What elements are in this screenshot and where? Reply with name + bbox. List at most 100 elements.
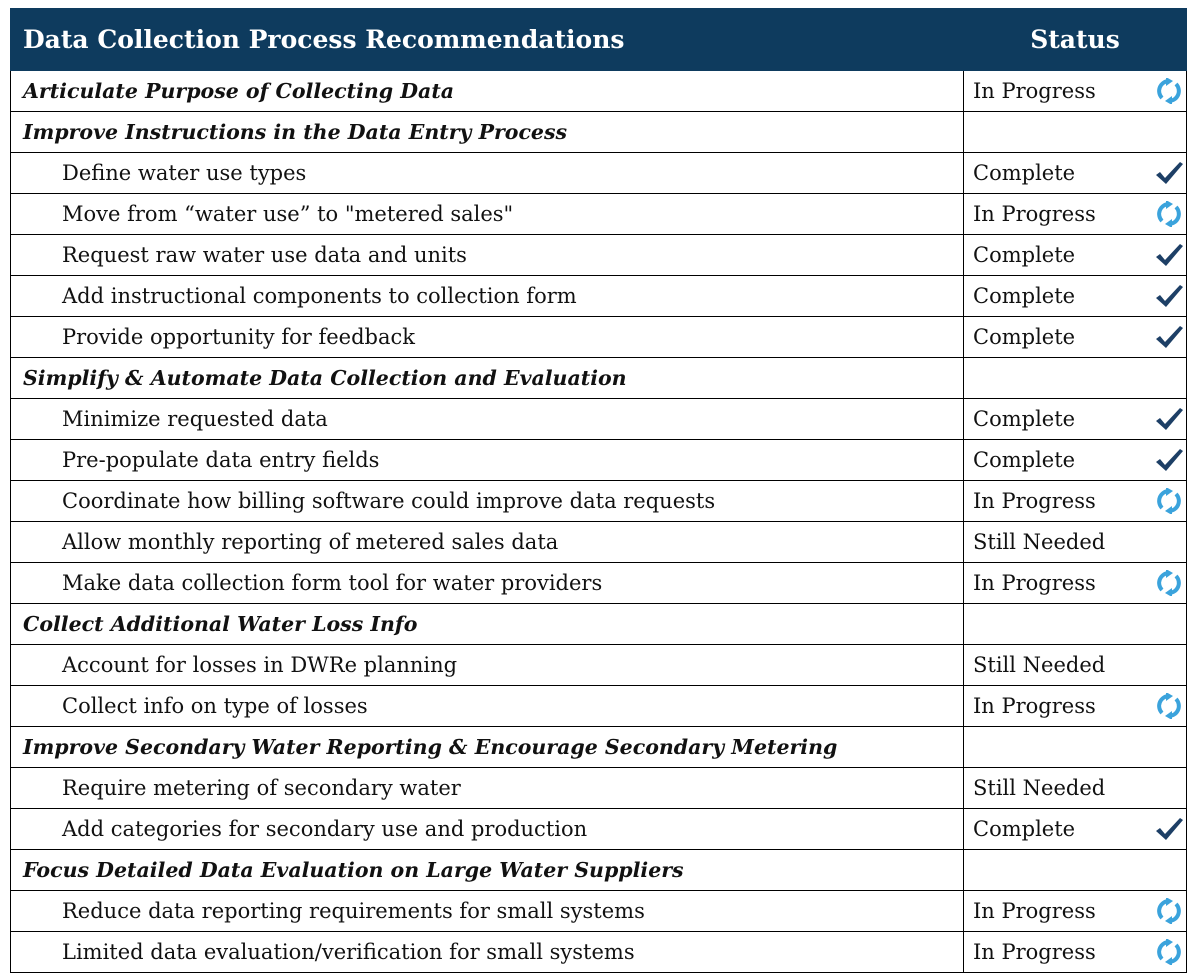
status-cell: In Progress	[963, 70, 1187, 112]
status-cell: In Progress	[963, 562, 1187, 604]
item-row: Minimize requested data Complete	[10, 398, 1187, 440]
refresh-icon	[1157, 78, 1181, 104]
status-cell	[963, 357, 1187, 399]
status-cell: In Progress	[963, 890, 1187, 932]
check-icon	[1156, 818, 1183, 840]
section-row: Improve Secondary Water Reporting & Enco…	[10, 726, 1187, 768]
item-row: Reduce data reporting requirements for s…	[10, 890, 1187, 932]
header-cell: Data Collection Process Recommendations	[10, 8, 964, 71]
item-label: Limited data evaluation/verification for…	[10, 931, 964, 973]
status-text: Complete	[973, 407, 1076, 431]
check-icon	[1156, 162, 1183, 184]
header-cell: Status	[963, 8, 1187, 71]
status-cell	[963, 603, 1187, 645]
header-row: Data Collection Process Recommendations …	[10, 8, 1187, 71]
status-text: Complete	[973, 243, 1076, 267]
check-icon	[1156, 408, 1183, 430]
status-text: Complete	[973, 161, 1076, 185]
refresh-icon	[1157, 201, 1181, 227]
status-cell: In Progress	[963, 193, 1187, 235]
status-text: Still Needed	[973, 530, 1106, 554]
item-label: Account for losses in DWRe planning	[10, 644, 964, 686]
item-label: Collect info on type of losses	[10, 685, 964, 727]
item-row: Add instructional components to collecti…	[10, 275, 1187, 317]
status-text: In Progress	[973, 202, 1096, 226]
status-cell: In Progress	[963, 480, 1187, 522]
item-row: Limited data evaluation/verification for…	[10, 931, 1187, 973]
item-label: Add categories for secondary use and pro…	[10, 808, 964, 850]
status-cell: In Progress	[963, 685, 1187, 727]
item-row: Add categories for secondary use and pro…	[10, 808, 1187, 850]
refresh-icon	[1157, 693, 1181, 719]
status-cell: Still Needed	[963, 767, 1187, 809]
check-icon	[1156, 244, 1183, 266]
status-text: In Progress	[973, 940, 1096, 964]
status-text: In Progress	[973, 79, 1096, 103]
status-cell: Still Needed	[963, 521, 1187, 563]
item-row: Collect info on type of losses In Progres…	[10, 685, 1187, 727]
item-row: Require metering of secondary water Still…	[10, 767, 1187, 809]
item-row: Coordinate how billing software could im…	[10, 480, 1187, 522]
status-text: Still Needed	[973, 653, 1106, 677]
section-row: Collect Additional Water Loss Info	[10, 603, 1187, 645]
section-row: Improve Instructions in the Data Entry P…	[10, 111, 1187, 153]
item-label: Move from “water use” to "metered sales"	[10, 193, 964, 235]
check-icon	[1156, 449, 1183, 471]
section-row: Simplify & Automate Data Collection and …	[10, 357, 1187, 399]
status-text: In Progress	[973, 489, 1096, 513]
item-label: Coordinate how billing software could im…	[10, 480, 964, 522]
refresh-icon	[1157, 570, 1181, 596]
item-label: Allow monthly reporting of metered sales…	[10, 521, 964, 563]
status-text: Still Needed	[973, 776, 1106, 800]
section-title: Focus Detailed Data Evaluation on Large …	[10, 849, 964, 891]
status-cell	[963, 111, 1187, 153]
status-cell	[963, 726, 1187, 768]
item-row: Provide opportunity for feedback Complete	[10, 316, 1187, 358]
section-title: Improve Secondary Water Reporting & Enco…	[10, 726, 964, 768]
refresh-icon	[1157, 488, 1181, 514]
item-row: Define water use types Complete	[10, 152, 1187, 194]
recommendations-table: Data Collection Process Recommendations …	[10, 8, 1187, 973]
item-row: Allow monthly reporting of metered sales…	[10, 521, 1187, 563]
status-cell: Complete	[963, 275, 1187, 317]
section-title: Articulate Purpose of Collecting Data	[10, 70, 964, 112]
refresh-icon	[1157, 939, 1181, 965]
status-cell: In Progress	[963, 931, 1187, 973]
status-cell	[963, 849, 1187, 891]
item-label: Pre-populate data entry fields	[10, 439, 964, 481]
table-body: Articulate Purpose of Collecting Data In …	[10, 70, 1187, 973]
item-row: Move from “water use” to "metered sales"…	[10, 193, 1187, 235]
refresh-icon	[1157, 898, 1181, 924]
section-row: Articulate Purpose of Collecting Data In …	[10, 70, 1187, 112]
status-text: In Progress	[973, 694, 1096, 718]
status-text: In Progress	[973, 571, 1096, 595]
status-cell: Still Needed	[963, 644, 1187, 686]
section-title: Improve Instructions in the Data Entry P…	[10, 111, 964, 153]
item-label: Minimize requested data	[10, 398, 964, 440]
item-row: Request raw water use data and units Comp…	[10, 234, 1187, 276]
status-cell: Complete	[963, 152, 1187, 194]
item-label: Define water use types	[10, 152, 964, 194]
status-cell: Complete	[963, 234, 1187, 276]
status-cell: Complete	[963, 316, 1187, 358]
status-text: Complete	[973, 817, 1076, 841]
check-icon	[1156, 326, 1183, 348]
item-label: Require metering of secondary water	[10, 767, 964, 809]
item-row: Pre-populate data entry fields Complete	[10, 439, 1187, 481]
item-row: Account for losses in DWRe planning Still…	[10, 644, 1187, 686]
section-row: Focus Detailed Data Evaluation on Large …	[10, 849, 1187, 891]
status-text: Complete	[973, 325, 1076, 349]
item-label: Provide opportunity for feedback	[10, 316, 964, 358]
item-row: Make data collection form tool for water…	[10, 562, 1187, 604]
section-title: Simplify & Automate Data Collection and …	[10, 357, 964, 399]
status-text: In Progress	[973, 899, 1096, 923]
status-text: Complete	[973, 448, 1076, 472]
status-text: Complete	[973, 284, 1076, 308]
item-label: Make data collection form tool for water…	[10, 562, 964, 604]
status-cell: Complete	[963, 808, 1187, 850]
check-icon	[1156, 285, 1183, 307]
section-title: Collect Additional Water Loss Info	[10, 603, 964, 645]
item-label: Reduce data reporting requirements for s…	[10, 890, 964, 932]
item-label: Add instructional components to collecti…	[10, 275, 964, 317]
